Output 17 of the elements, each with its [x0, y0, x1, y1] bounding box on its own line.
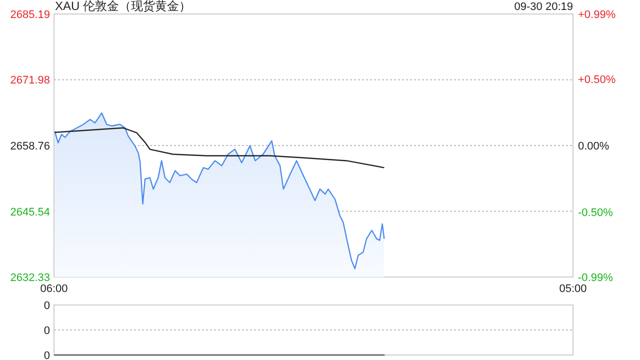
y-tick-label: 2645.54	[10, 206, 50, 218]
y-tick-label: 2685.19	[10, 9, 50, 21]
x-tick-label: 06:00	[40, 283, 68, 295]
y2-tick-label: 0.00%	[578, 140, 610, 152]
y-tick-label: 2671.98	[10, 74, 50, 87]
y2-tick-label: +0.99%	[578, 9, 616, 21]
chart-title: XAU 伦敦金（现货黄金）	[55, 0, 192, 13]
text: 0	[44, 300, 50, 312]
text: 09-30 20:19	[514, 1, 573, 13]
y2-tick-label: -0.99%	[578, 272, 614, 284]
y-tick-label: 2632.33	[10, 272, 50, 284]
y-tick-label: 2658.76	[10, 140, 50, 152]
text: 0	[44, 325, 50, 337]
text: 0	[44, 350, 50, 360]
x-tick-label: 05:00	[559, 283, 587, 295]
y2-tick-label: -0.50%	[578, 206, 614, 219]
y2-tick-label: +0.50%	[578, 74, 616, 86]
